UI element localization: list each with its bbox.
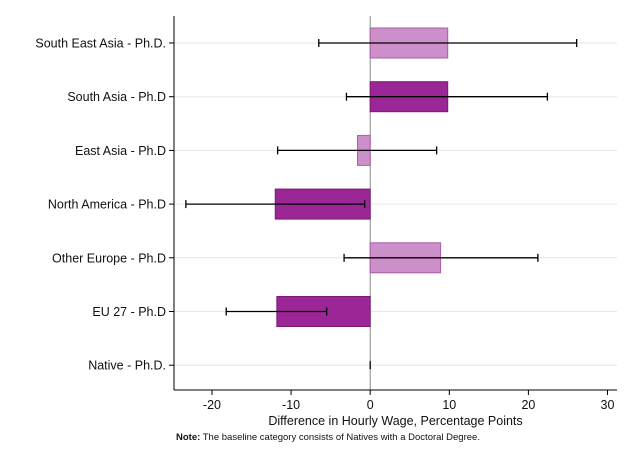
error-bars — [185, 39, 578, 370]
grid-lines — [174, 16, 617, 390]
y-tick-label: North America - Ph.D — [48, 198, 166, 212]
y-tick-label: South East Asia - Ph.D. — [35, 37, 166, 51]
y-tick-label: Native - Ph.D. — [88, 359, 166, 373]
x-tick-label: 10 — [442, 398, 456, 412]
footnote: Note: The baseline category consists of … — [176, 432, 480, 443]
footnote-label: Note: — [176, 432, 201, 443]
axes — [169, 16, 617, 395]
footnote-text: The baseline category consists of Native… — [200, 432, 480, 443]
x-tick-label: 20 — [521, 398, 535, 412]
y-tick-label: EU 27 - Ph.D — [92, 305, 166, 319]
x-axis-title: Difference in Hourly Wage, Percentage Po… — [268, 414, 522, 428]
x-tick-label: -20 — [203, 398, 221, 412]
y-tick-label: Other Europe - Ph.D — [52, 251, 166, 265]
x-tick-label: 0 — [367, 398, 374, 412]
labels: South East Asia - Ph.D. South Asia - Ph.D… — [35, 37, 614, 429]
y-tick-label: South Asia - Ph.D — [67, 90, 166, 104]
x-tick-label: 30 — [601, 398, 615, 412]
x-tick-label: -10 — [282, 398, 300, 412]
bars — [274, 27, 449, 327]
y-tick-label: East Asia - Ph.D — [75, 144, 166, 158]
